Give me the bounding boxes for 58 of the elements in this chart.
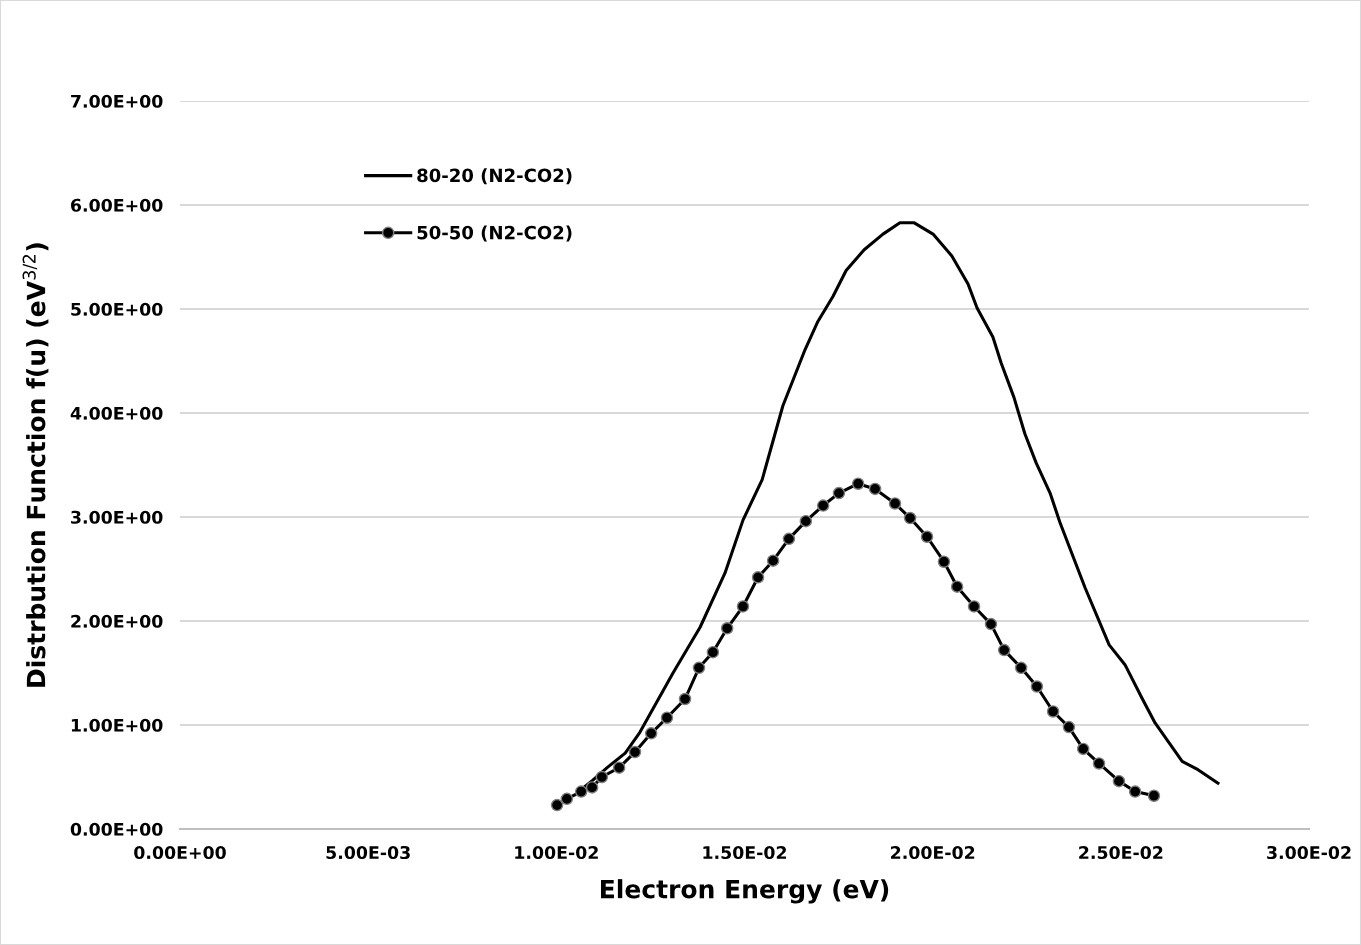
point xyxy=(751,571,765,584)
point xyxy=(766,554,780,567)
point xyxy=(782,532,796,546)
point xyxy=(903,511,917,525)
point xyxy=(1128,785,1142,798)
point xyxy=(1030,680,1044,693)
point xyxy=(832,486,846,500)
legend-label: 80-20 (N2-CO2) xyxy=(417,168,572,185)
y-axis-title: Distrbution Function f(u) (eV$^{3/2}$) xyxy=(22,243,49,687)
point xyxy=(984,617,998,631)
point xyxy=(851,477,865,490)
point xyxy=(720,622,734,635)
x-tick-label: 0.00E+00 xyxy=(134,845,226,860)
point xyxy=(1046,705,1060,718)
y-tick-label: 5.00E+00 xyxy=(71,302,163,316)
y-tick-label: 2.00E+00 xyxy=(71,614,163,628)
y-tick-label: 3.00E+00 xyxy=(71,510,163,524)
point xyxy=(585,781,599,794)
point xyxy=(736,600,750,613)
point xyxy=(997,643,1011,657)
point xyxy=(560,792,574,806)
point xyxy=(706,645,720,659)
x-tick-label: 1.50E-02 xyxy=(703,845,787,860)
point xyxy=(799,514,813,528)
point xyxy=(644,727,658,740)
y-tick-label: 0.00E+00 xyxy=(70,822,163,836)
point xyxy=(1112,774,1126,788)
y-tick-label: 7.00E+00 xyxy=(71,94,163,108)
point xyxy=(595,770,609,784)
legend-label: 50-50 (N2-CO2) xyxy=(417,225,572,242)
x-axis-title: Electron Energy (eV) xyxy=(601,879,889,904)
x-tick-label: 2.50E-02 xyxy=(1079,845,1163,860)
x-tick-label: 3.00E-02 xyxy=(1267,845,1351,860)
point xyxy=(888,497,902,510)
point xyxy=(950,580,964,593)
y-tick-label: 1.00E+00 xyxy=(71,718,163,732)
point xyxy=(1062,720,1076,734)
point xyxy=(937,555,951,568)
point xyxy=(1014,661,1028,675)
point xyxy=(1092,757,1106,770)
x-tick-label: 2.00E-02 xyxy=(891,845,975,860)
x-tick-label: 1.00E-02 xyxy=(515,845,598,860)
y-tick-label: 6.00E+00 xyxy=(71,198,163,212)
point xyxy=(868,482,882,496)
point xyxy=(660,711,674,724)
point xyxy=(816,499,830,512)
point xyxy=(678,692,692,706)
y-tick-label: 4.00E+00 xyxy=(70,406,163,420)
point xyxy=(612,761,626,774)
point xyxy=(1076,742,1090,756)
point xyxy=(920,530,934,544)
point xyxy=(550,798,564,812)
point xyxy=(1147,789,1161,802)
x-tick-label: 5.00E-03 xyxy=(326,845,410,860)
point xyxy=(692,661,706,675)
point xyxy=(967,600,981,613)
point xyxy=(628,745,642,759)
point xyxy=(574,785,588,798)
